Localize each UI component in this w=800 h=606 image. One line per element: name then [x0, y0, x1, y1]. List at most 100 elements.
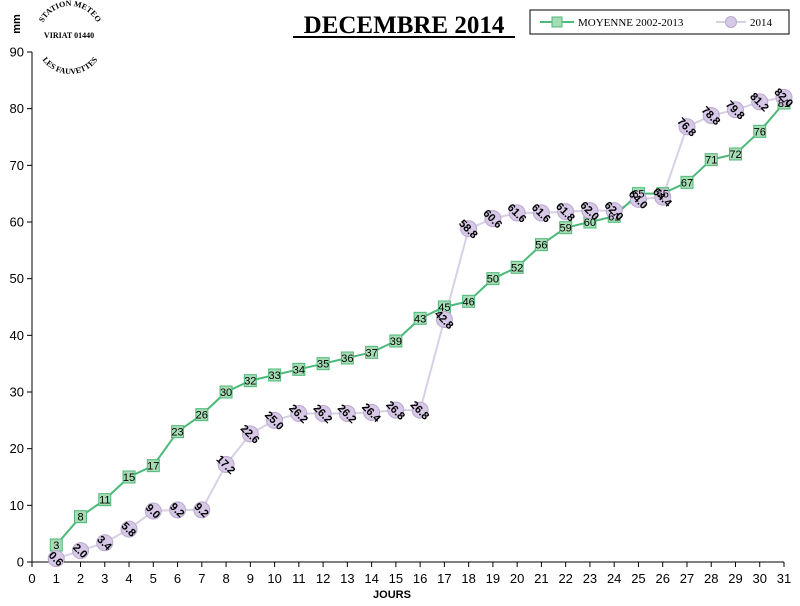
x-tick-label: 14: [364, 571, 378, 586]
x-tick-label: 8: [222, 571, 229, 586]
rain-2014-point: [193, 501, 211, 519]
average-point: [389, 334, 403, 348]
rain-2014-value-label: 0.6: [46, 550, 65, 569]
x-tick-label: 6: [174, 571, 181, 586]
rain-2014-value-label: 9.0: [143, 502, 162, 521]
rain-2014-point: [678, 118, 696, 136]
rain-2014-point: [775, 88, 793, 106]
x-tick-label: 7: [198, 571, 205, 586]
rain-2014-value-label: 26.2: [335, 402, 359, 426]
average-value-label: 76: [754, 126, 766, 138]
rain-2014-point: [72, 542, 90, 560]
rain-2014-point: [96, 534, 114, 552]
rain-2014-point: [557, 203, 575, 221]
rain-2014-point: [605, 202, 623, 220]
rain-2014-point: [266, 411, 284, 429]
rain-2014-value-label: 9.2: [191, 501, 210, 520]
rain-2014-value-label: 26.8: [408, 399, 432, 423]
x-tick-label: 3: [101, 571, 108, 586]
rain-2014-value-label: 61.8: [553, 201, 577, 225]
rain-2014-value-label: 62.0: [602, 200, 626, 224]
average-value-label: 46: [463, 296, 475, 308]
average-value-label: 23: [171, 427, 183, 439]
data-labels: 3 8 11 15 17 23 26 30 32 33 34 35 36 37 39 43 45 46 50 52 56…: [46, 86, 795, 569]
rain-2014-value-label: 2.0: [70, 542, 89, 561]
x-tick-label: 10: [267, 571, 281, 586]
average-value-label: 32: [244, 376, 256, 388]
average-value-label: 30: [220, 387, 232, 399]
rain-2014-point: [484, 210, 502, 228]
x-tick-label: 30: [753, 571, 767, 586]
rain-2014-point: [363, 403, 381, 421]
rain-2014-point: [460, 220, 478, 238]
y-tick-label: 10: [10, 498, 24, 513]
rain-2014-value-label: 26.2: [286, 402, 310, 426]
average-point: [704, 153, 718, 167]
average-value-label: 15: [123, 472, 135, 484]
average-point: [753, 124, 767, 138]
rain-2014-point: [120, 520, 138, 538]
rain-2014-value-label: 76.8: [674, 116, 698, 140]
x-tick-label: 27: [680, 571, 694, 586]
x-tick-label: 17: [437, 571, 451, 586]
rain-2014-value-label: 9.2: [167, 501, 186, 520]
rain-2014-point: [314, 405, 332, 423]
average-point: [219, 385, 233, 399]
average-value-label: 26: [196, 410, 208, 422]
rain-2014-value-label: 82.0: [771, 86, 795, 110]
rain-2014-point: [508, 204, 526, 222]
average-value-label: 33: [268, 370, 280, 382]
rain-2014-value-label: 58.8: [456, 218, 480, 242]
y-tick-label: 80: [10, 101, 24, 116]
average-point: [510, 260, 524, 274]
x-tick-label: 18: [461, 571, 475, 586]
average-point: [728, 147, 742, 161]
average-value-label: 67: [681, 177, 693, 189]
x-tick-label: 9: [247, 571, 254, 586]
average-point: [413, 311, 427, 325]
average-value-label: 59: [560, 223, 572, 235]
average-value-label: 72: [729, 149, 741, 161]
x-tick-label: 26: [655, 571, 669, 586]
average-value-label: 50: [487, 274, 499, 286]
rain-2014-value-label: 17.2: [214, 453, 238, 477]
rain-2014-value-label: 81.2: [747, 91, 771, 115]
stamp-top-text: STATION METEO: [37, 0, 103, 24]
y-tick-label: 30: [10, 385, 24, 400]
x-tick-label: 22: [558, 571, 572, 586]
x-tick-label: 12: [316, 571, 330, 586]
rain-2014-point: [726, 101, 744, 119]
x-tick-label: 29: [728, 571, 742, 586]
x-tick-label: 15: [389, 571, 403, 586]
rain-2014-point: [387, 401, 405, 419]
rain-2014-value-label: 26.8: [383, 399, 407, 423]
rain-2014-point: [217, 456, 235, 474]
legend-circle-icon: [725, 16, 737, 28]
average-point: [340, 351, 354, 365]
x-tick-label: 4: [125, 571, 132, 586]
average-value-label: 71: [705, 155, 717, 167]
y-tick-label: 20: [10, 441, 24, 456]
rain-2014-value-label: 26.4: [359, 401, 383, 425]
rain-2014-point: [702, 106, 720, 124]
legend-item-2014: 2014: [716, 16, 773, 29]
average-value-label: 56: [535, 240, 547, 252]
y-tick-label: 60: [10, 215, 24, 230]
x-tick-label: 28: [704, 571, 718, 586]
average-point: [122, 470, 136, 484]
series-lines: [55, 96, 785, 560]
rain-2014-point: [144, 502, 162, 520]
x-tick-label: 31: [777, 571, 791, 586]
average-point: [171, 425, 185, 439]
x-tick-label: 5: [150, 571, 157, 586]
average-point: [243, 374, 257, 388]
series-marks: [47, 88, 793, 568]
average-value-label: 36: [341, 353, 353, 365]
rain-2014-point: [751, 93, 769, 111]
rain-2014-value-label: 78.8: [699, 104, 723, 128]
legend: MOYENNE 2002-2013 2014: [529, 9, 790, 35]
x-tick-label: 2: [77, 571, 84, 586]
rain-2014-point: [338, 405, 356, 423]
average-point: [365, 345, 379, 359]
